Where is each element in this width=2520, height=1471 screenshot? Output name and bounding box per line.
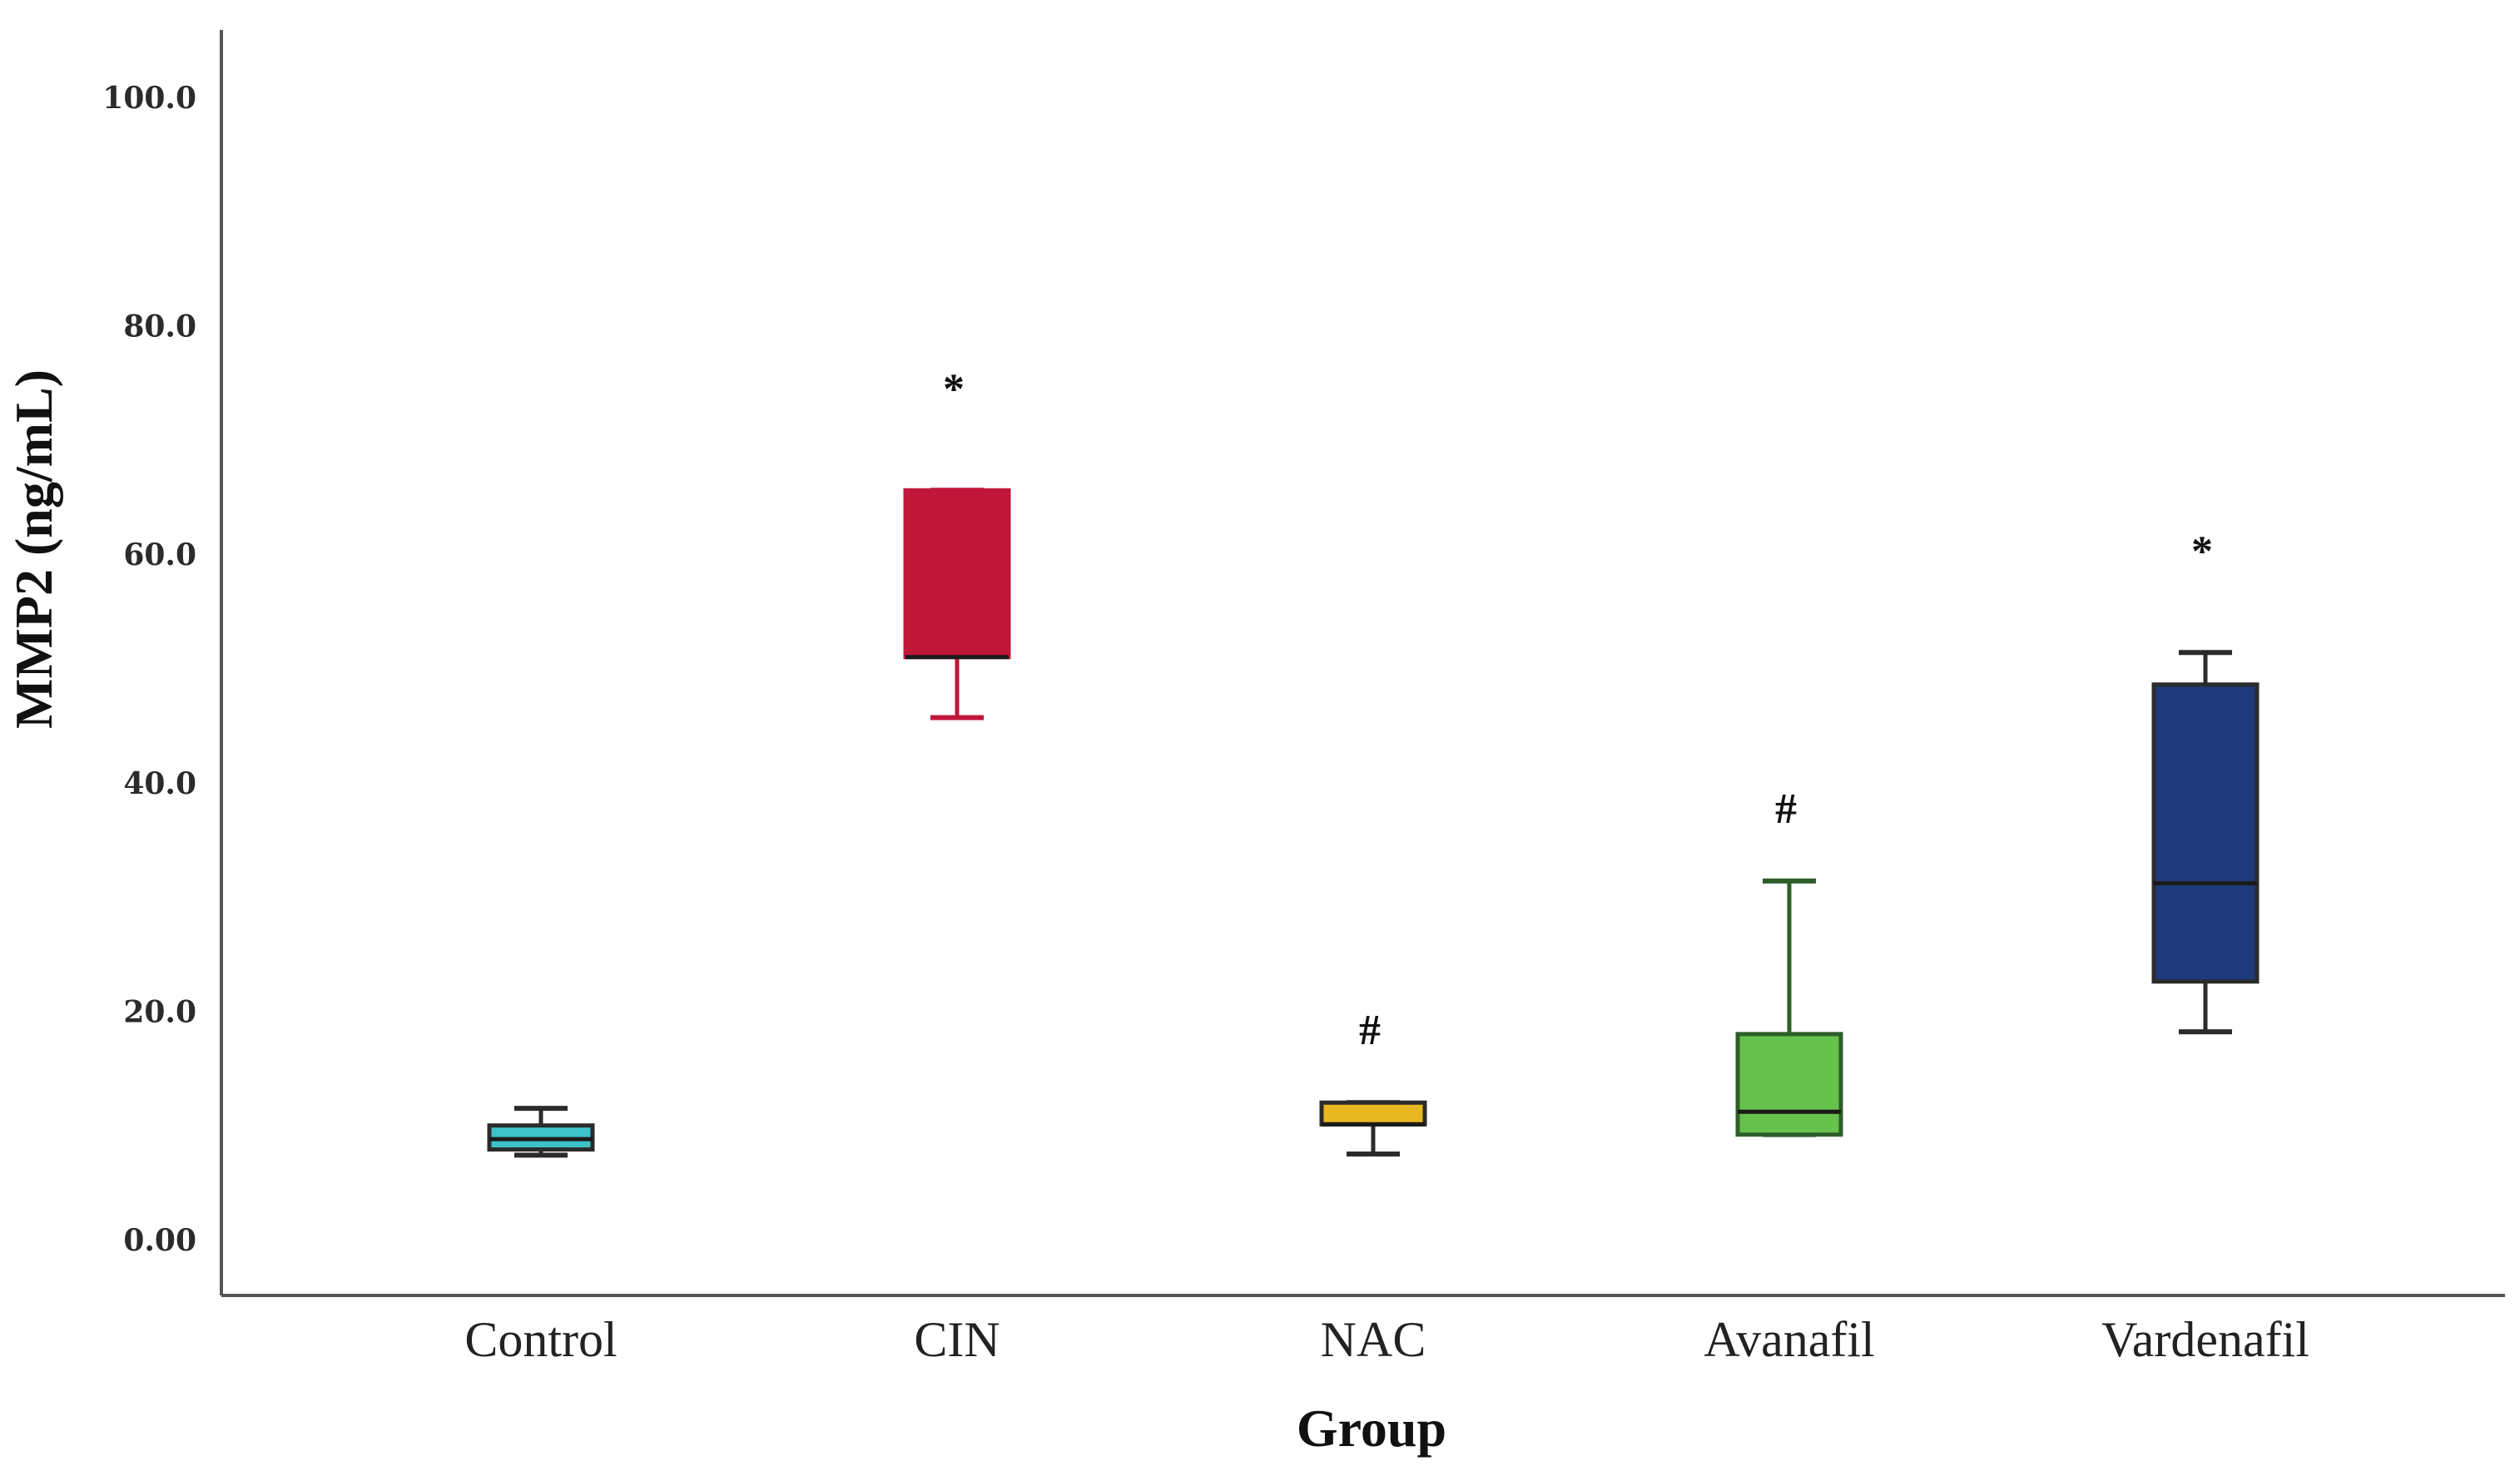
- boxes: [487, 488, 2260, 1158]
- y-tick-label: 0.00: [123, 1223, 196, 1258]
- y-tick-label: 20.0: [123, 994, 196, 1029]
- box-nac: [1319, 1100, 1427, 1157]
- box-avanafil: [1735, 878, 1843, 1137]
- box-cin: [903, 488, 1011, 721]
- y-tick-label: 100.0: [102, 81, 196, 116]
- box-vardenafil: [2151, 650, 2260, 1035]
- y-axis-title: MMP2 (ng/mL): [4, 369, 63, 729]
- significance-marker: #: [1359, 1007, 1381, 1054]
- iqr-box: [1319, 1100, 1427, 1127]
- significance-marker: #: [1775, 785, 1797, 833]
- x-tick-label: Vardenafil: [2101, 1312, 2309, 1367]
- x-tick-label: CIN: [914, 1312, 1000, 1367]
- y-tick-label: 60.0: [123, 537, 196, 572]
- iqr-box: [1735, 1032, 1843, 1137]
- x-axis-title: Group: [1297, 1399, 1446, 1458]
- significance-marker: *: [943, 365, 965, 413]
- iqr-box: [2151, 682, 2260, 984]
- x-tick-label: Control: [464, 1312, 617, 1367]
- axes: [220, 30, 2505, 1297]
- x-tick-label: NAC: [1321, 1312, 1426, 1367]
- iqr-box: [903, 488, 1011, 660]
- y-tick-labels: 0.00 20.0 40.0 60.0 80.0 100.0: [102, 81, 196, 1258]
- significance-markers: * # # *: [943, 365, 2213, 1054]
- y-tick-label: 40.0: [123, 766, 196, 801]
- x-tick-labels: Control CIN NAC Avanafil Vardenafil: [464, 1312, 2309, 1367]
- box-control: [487, 1106, 595, 1158]
- y-tick-label: 80.0: [123, 310, 196, 344]
- x-tick-label: Avanafil: [1704, 1312, 1874, 1367]
- significance-marker: *: [2191, 527, 2213, 575]
